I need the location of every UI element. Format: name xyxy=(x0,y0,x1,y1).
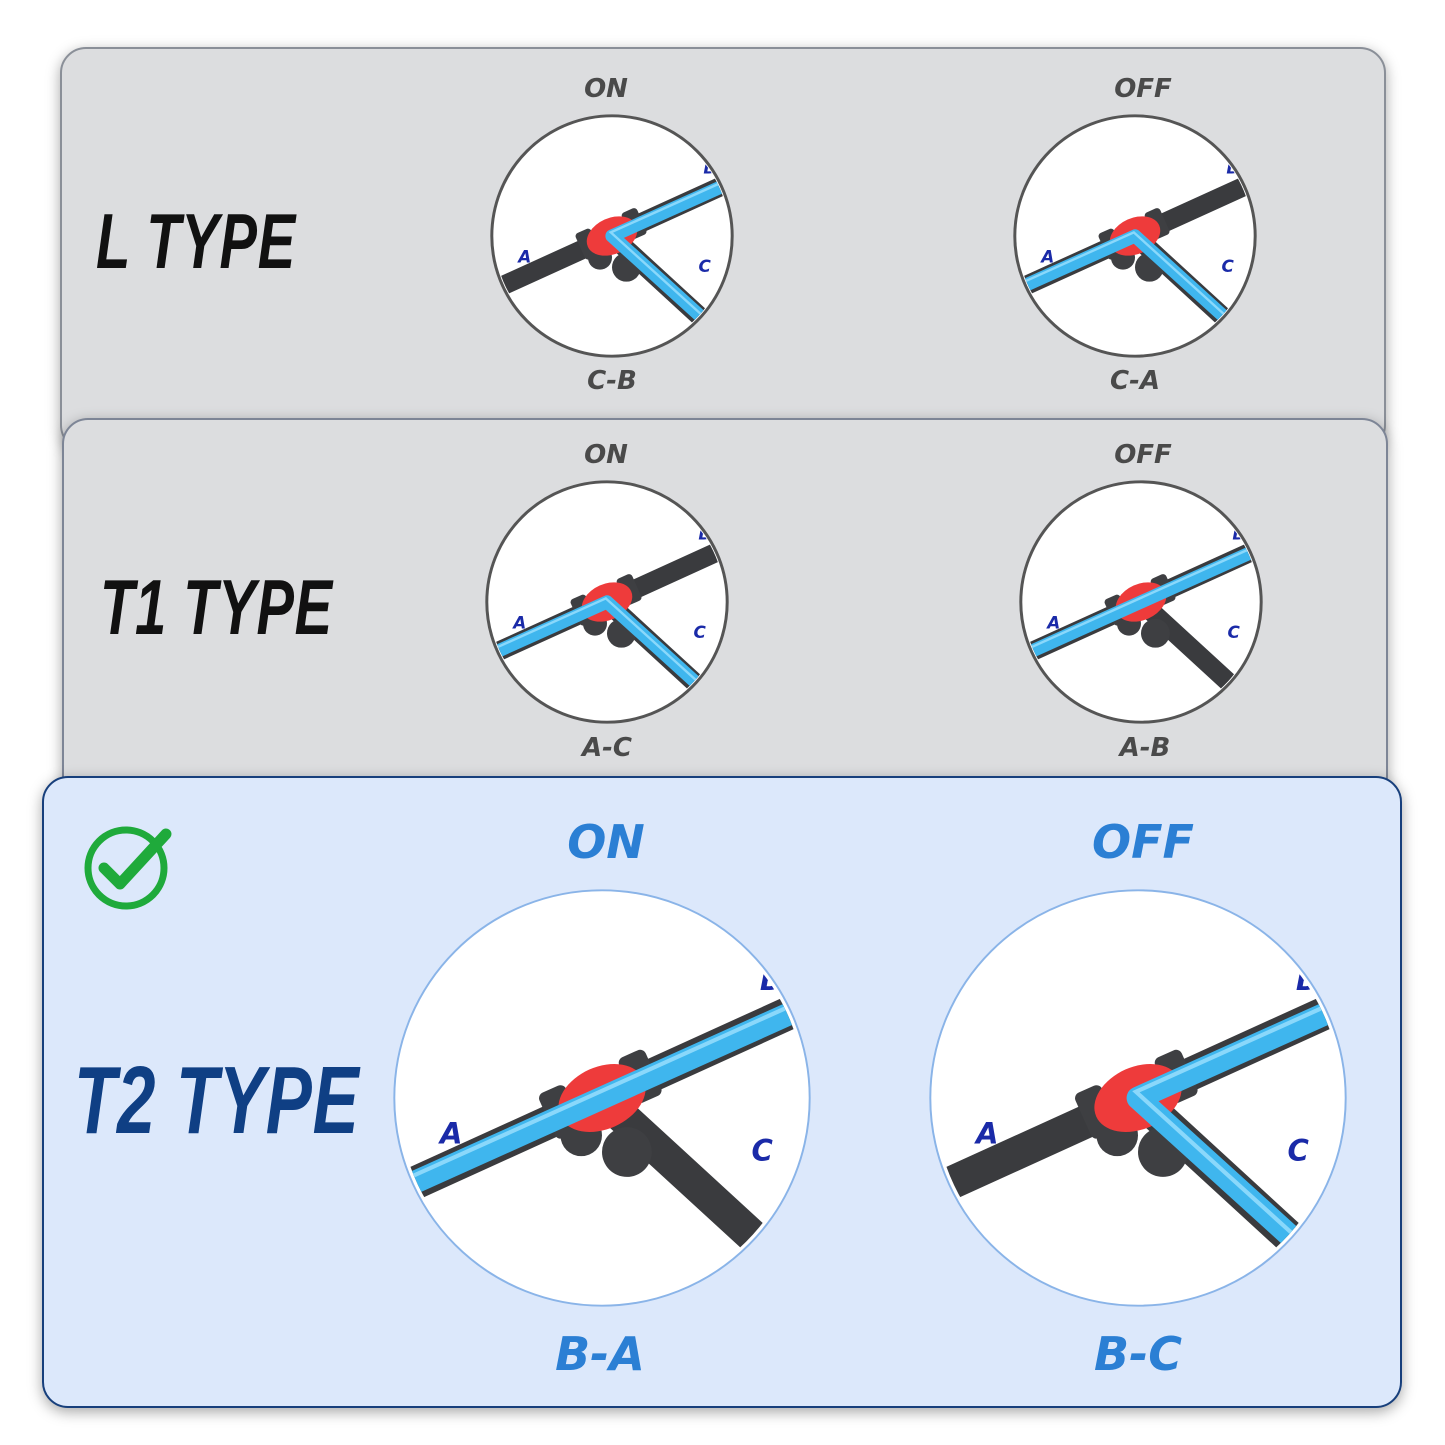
port-label-a: A xyxy=(511,612,526,632)
state-label: OFF xyxy=(1092,815,1194,869)
valve-diagram-off: ABC xyxy=(1019,480,1263,724)
path-label: B-A xyxy=(555,1327,645,1381)
path-label: A-C xyxy=(582,733,632,763)
port-label-c: C xyxy=(1288,1133,1310,1167)
state-label: OFF xyxy=(1114,440,1172,470)
flow-path xyxy=(1023,541,1259,663)
port-label-c: C xyxy=(694,622,707,642)
port-label-a: A xyxy=(1045,612,1060,632)
state-label: ON xyxy=(584,74,628,104)
port-label-a: A xyxy=(974,1117,999,1151)
flow-path xyxy=(398,994,806,1202)
port-label-c: C xyxy=(1228,622,1241,642)
flow-path xyxy=(605,175,730,323)
valve-diagram-on: ABC xyxy=(490,114,734,358)
check-circle-icon xyxy=(84,826,172,910)
port-label-a: A xyxy=(438,1117,463,1151)
path-label: B-C xyxy=(1094,1327,1182,1381)
valve-diagram-off: ABC xyxy=(929,889,1347,1307)
flow-path xyxy=(1126,994,1342,1248)
path-label: A-B xyxy=(1119,733,1171,763)
flow-path xyxy=(1017,229,1230,323)
valve-diagram-on: ABC xyxy=(485,480,729,724)
flow-path xyxy=(489,595,702,689)
type-title: T1 TYPE xyxy=(100,563,333,651)
port-label-c: C xyxy=(752,1133,774,1167)
state-label: OFF xyxy=(1114,74,1172,104)
type-title: L TYPE xyxy=(96,197,296,285)
port-label-c: C xyxy=(699,256,712,276)
state-label: ON xyxy=(567,815,645,869)
state-label: ON xyxy=(584,440,628,470)
valve-diagram-on: ABC xyxy=(393,889,811,1307)
valve-diagram-off: ABC xyxy=(1013,114,1257,358)
path-label: C-A xyxy=(1110,366,1160,396)
port-label-a: A xyxy=(1039,246,1054,266)
path-label: C-B xyxy=(587,366,637,396)
port-label-a: A xyxy=(516,246,531,266)
port-label-c: C xyxy=(1222,256,1235,276)
type-title: T2 TYPE xyxy=(74,1047,360,1154)
